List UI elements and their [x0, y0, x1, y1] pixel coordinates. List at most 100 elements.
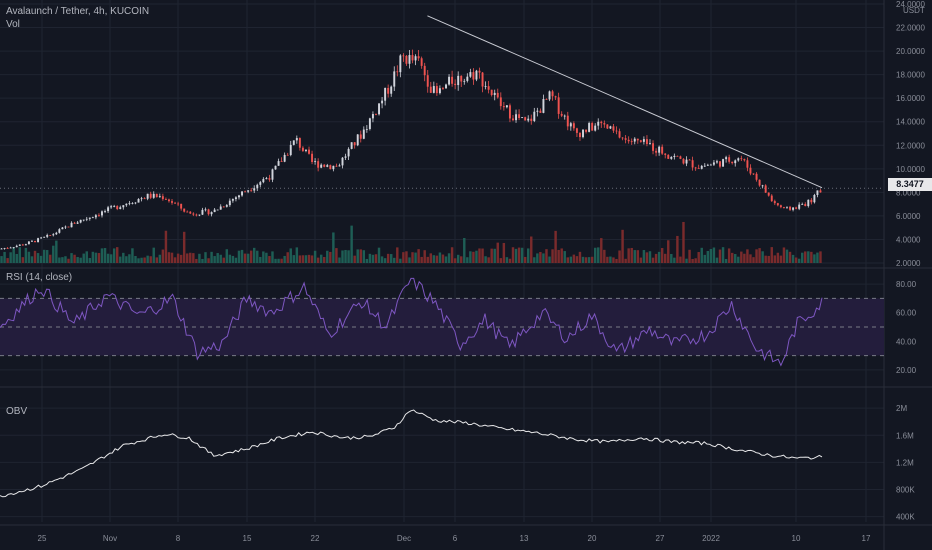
volume-bar — [61, 257, 64, 263]
volume-bar — [718, 249, 722, 263]
candle-body — [694, 167, 697, 169]
candle-body — [295, 138, 298, 141]
candle-body — [332, 165, 335, 170]
candle-body — [155, 193, 158, 198]
volume-bar — [347, 250, 350, 263]
volume-bar — [21, 257, 25, 263]
candle-body — [706, 164, 709, 166]
candle-body — [770, 195, 773, 202]
candle-body — [441, 88, 444, 90]
candle-body — [749, 167, 752, 174]
volume-bar — [73, 254, 76, 263]
candle-body — [64, 226, 67, 228]
volume-bar — [800, 252, 804, 263]
volume-bar — [441, 254, 445, 263]
volume-bar — [39, 255, 43, 263]
candle-body — [524, 117, 527, 121]
volume-bar — [286, 252, 289, 263]
volume-bar — [539, 252, 542, 263]
candle-body — [761, 185, 764, 187]
volume-bar — [399, 258, 402, 263]
time-tick-label: Dec — [397, 534, 411, 543]
candle-body — [338, 165, 341, 167]
candle-body — [97, 215, 100, 217]
obv-tick-label: 1.2M — [896, 458, 914, 467]
volume-bar — [6, 258, 9, 263]
volume-bar — [225, 249, 229, 263]
volume-bar — [566, 257, 570, 263]
volume-bar — [724, 258, 728, 263]
volume-bar — [243, 253, 247, 263]
price-tick-label: 16.0000 — [896, 94, 925, 103]
volume-bar — [636, 250, 640, 263]
volume-bar — [761, 251, 764, 263]
volume-bar — [155, 257, 159, 263]
volume-bar — [502, 242, 506, 263]
volume-bar — [712, 247, 716, 263]
candle-body — [676, 155, 679, 157]
candle-body — [582, 129, 584, 138]
candle-body — [645, 139, 648, 144]
candle-body — [545, 99, 548, 100]
candle-body — [76, 222, 79, 224]
candle-body — [323, 164, 326, 167]
candle-body — [304, 149, 307, 151]
candle-body — [475, 70, 478, 80]
volume-bar — [615, 258, 618, 263]
volume-bar — [752, 257, 755, 263]
candle-body — [396, 71, 399, 73]
volume-bar — [420, 256, 423, 263]
trendline[interactable] — [427, 15, 823, 189]
volume-bar — [645, 252, 649, 263]
volume-bar — [377, 247, 381, 263]
volume-bar — [161, 249, 165, 263]
time-tick-label: 10 — [792, 534, 801, 543]
volume-bar — [259, 256, 262, 263]
volume-bar — [64, 256, 67, 263]
candle-body — [603, 123, 606, 125]
candle-body — [813, 194, 816, 203]
candle-body — [463, 80, 466, 82]
candle-body — [798, 204, 801, 209]
candle-body — [408, 55, 411, 64]
candle-body — [755, 173, 758, 180]
volume-bar — [782, 247, 786, 263]
candle-body — [752, 173, 755, 175]
candle-body — [116, 206, 119, 209]
volume-bar — [432, 255, 436, 263]
volume-bar — [569, 256, 573, 263]
candle-body — [782, 207, 785, 208]
candle-body — [515, 114, 518, 121]
candle-body — [496, 92, 499, 98]
candle-body — [697, 168, 700, 169]
candle-body — [728, 157, 731, 162]
volume-bar — [578, 251, 582, 263]
candle-body — [764, 185, 767, 193]
candle-body — [225, 205, 228, 207]
candle-body — [393, 71, 396, 87]
volume-bar — [52, 245, 55, 263]
candle-body — [158, 196, 161, 198]
volume-bar — [563, 251, 566, 263]
candle-body — [417, 56, 420, 59]
candle-body — [298, 138, 301, 148]
candle-body — [350, 142, 353, 149]
obv-pane — [0, 409, 823, 498]
volume-bar — [627, 248, 630, 263]
price-axis[interactable]: 24.0000 22.0000 20.0000 18.0000 16.0000 14.00… — [896, 0, 925, 522]
candle-body — [469, 72, 472, 77]
volume-bar — [490, 248, 493, 263]
volume-bar — [402, 252, 405, 263]
candle-body — [703, 165, 706, 167]
volume-bar — [737, 256, 740, 263]
candle-body — [429, 86, 432, 93]
price-tick-label: 4.0000 — [896, 235, 921, 244]
volume-bar — [149, 256, 152, 263]
candle-body — [46, 234, 49, 237]
candle-body — [241, 191, 244, 196]
time-axis[interactable]: 25 Nov 8 15 22 Dec 6 13 20 27 2022 10 17 — [38, 534, 871, 543]
candle-body — [265, 178, 268, 180]
volume-bar — [338, 257, 341, 263]
price-tick-label: 8.0000 — [896, 188, 921, 197]
